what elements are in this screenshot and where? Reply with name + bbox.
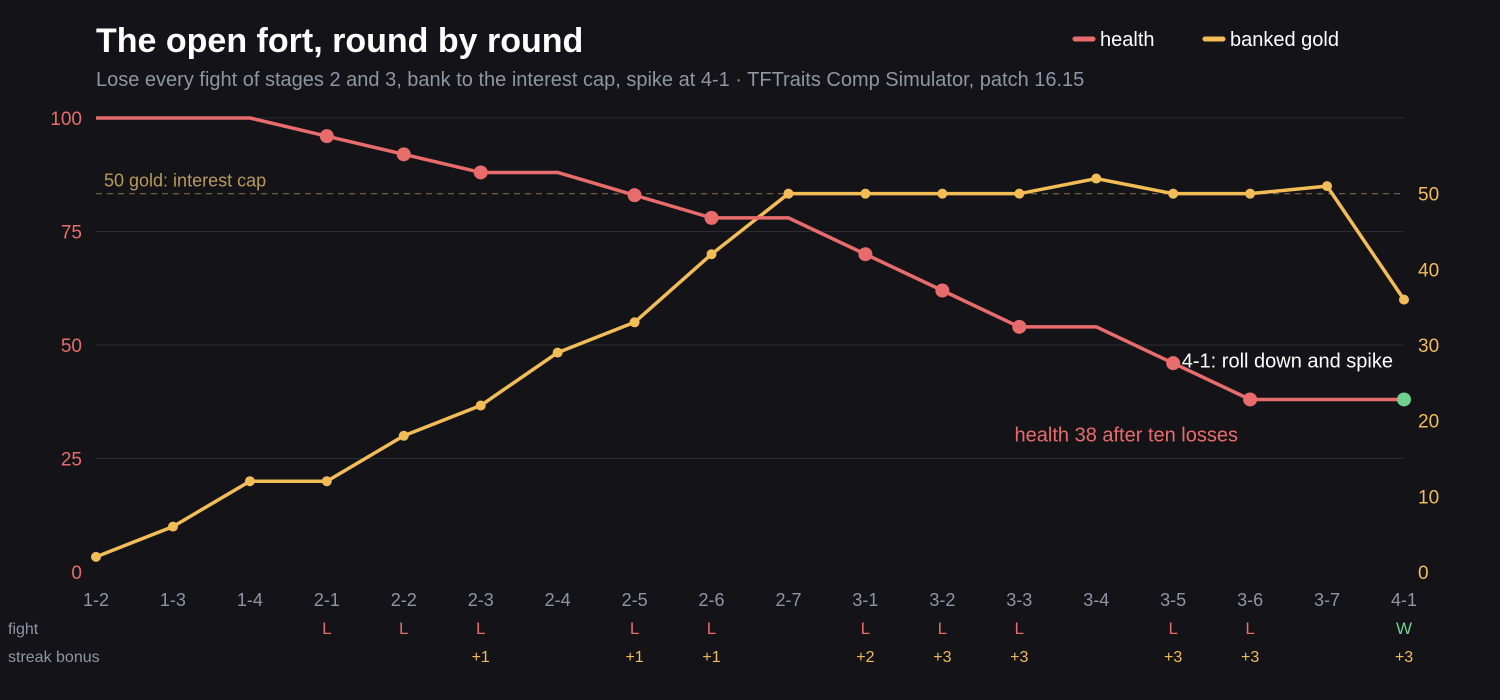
streak-bonus-value: +3: [1010, 649, 1028, 666]
streak-bonus-value: +3: [1395, 649, 1413, 666]
x-tick-label: 1-2: [83, 590, 109, 610]
y-axis-right: 0 10 20 30 40 50: [1418, 185, 1439, 584]
x-axis: 1-2 1-3 1-4 2-1 2-2 2-3 2-4 2-5 2-6 2-7 3-1 3-2 3-3 3…: [83, 590, 1417, 610]
fight-result: L: [1245, 619, 1254, 638]
series-line-health: [96, 116, 1404, 402]
y-axis-left: 0 25 50 75 100: [50, 109, 82, 584]
health-point: [627, 188, 642, 203]
gold-point: [398, 430, 409, 441]
y-right-tick-label: 30: [1418, 336, 1439, 357]
streak-bonus-value: +3: [1164, 649, 1182, 666]
gold-point: [937, 188, 948, 199]
x-tick-label: 3-7: [1314, 590, 1340, 610]
y-right-tick-label: 0: [1418, 563, 1429, 584]
x-tick-label: 1-3: [160, 590, 186, 610]
x-tick-label: 2-7: [775, 590, 801, 610]
streak-row-label: streak bonus: [8, 649, 100, 666]
streak-bonus-value: +1: [472, 649, 490, 666]
fight-result: L: [1168, 619, 1177, 638]
x-tick-label: 3-1: [852, 590, 878, 610]
fight-result: L: [476, 619, 485, 638]
y-right-tick-label: 50: [1418, 185, 1439, 206]
y-right-tick-label: 40: [1418, 260, 1439, 281]
x-tick-label: 2-1: [314, 590, 340, 610]
gold-point: [167, 521, 178, 532]
x-tick-label: 3-5: [1160, 590, 1186, 610]
health-point: [473, 165, 488, 180]
series-line-banked-gold: [95, 176, 1406, 559]
legend-label-gold: banked gold: [1230, 29, 1339, 51]
gold-point: [1014, 188, 1025, 199]
y-left-tick-label: 100: [50, 109, 82, 130]
health-point: [1166, 356, 1181, 371]
gridlines: [96, 117, 1404, 459]
chart-subtitle: Lose every fight of stages 2 and 3, bank…: [96, 69, 1084, 91]
x-tick-label: 4-1: [1391, 590, 1417, 610]
x-tick-label: 3-4: [1083, 590, 1109, 610]
x-tick-label: 2-2: [391, 590, 417, 610]
x-tick-label: 2-5: [622, 590, 648, 610]
streak-bonus-value: +1: [702, 649, 720, 666]
fight-result: L: [938, 619, 947, 638]
annotations: 4-1: roll down and spike health 38 after …: [1015, 351, 1393, 447]
annotation-health-38: health 38 after ten losses: [1015, 424, 1238, 446]
gold-point: [783, 188, 794, 199]
y-left-tick-label: 25: [61, 450, 82, 471]
fight-result: L: [707, 619, 716, 638]
gold-point: [860, 188, 871, 199]
series-lines: [91, 116, 1411, 562]
y-left-tick-label: 75: [61, 223, 82, 244]
health-point: [319, 129, 334, 144]
gold-point: [91, 551, 101, 562]
x-tick-label: 1-4: [237, 590, 263, 610]
legend: health banked gold: [1072, 29, 1339, 51]
streak-bonus-value: +1: [625, 649, 643, 666]
health-point: [935, 283, 950, 298]
gold-point: [629, 317, 640, 328]
x-tick-label: 2-6: [699, 590, 725, 610]
x-tick-label: 3-3: [1006, 590, 1032, 610]
y-left-tick-label: 50: [61, 336, 82, 357]
gold-point: [321, 476, 332, 487]
y-right-tick-label: 20: [1418, 412, 1439, 433]
fight-result: L: [1015, 619, 1024, 638]
gold-point: [1091, 173, 1102, 184]
annotation-roll-down: 4-1: roll down and spike: [1182, 351, 1393, 373]
fight-result: L: [322, 619, 331, 638]
y-left-tick-label: 0: [71, 563, 82, 584]
streak-bonus-value: +3: [933, 649, 951, 666]
gold-point: [475, 400, 486, 411]
x-tick-label: 3-2: [929, 590, 955, 610]
gold-point: [244, 476, 255, 487]
gold-point: [1168, 188, 1179, 199]
x-tick-label: 2-3: [468, 590, 494, 610]
chart-title: The open fort, round by round: [96, 22, 583, 60]
health-highlight-point: [1397, 392, 1411, 407]
fight-row-label: fight: [8, 621, 39, 638]
fight-result: L: [399, 619, 408, 638]
fight-result: L: [861, 619, 870, 638]
health-point: [1243, 392, 1258, 407]
fight-rows: L L L L L L L L L L W +1 +1 +1 +2 +3 +3 +3 +3 +3: [322, 619, 1413, 666]
gold-point: [1399, 294, 1409, 305]
gold-point: [1322, 181, 1333, 192]
health-point: [1012, 319, 1027, 334]
gold-point: [552, 347, 563, 358]
streak-bonus-value: +2: [856, 649, 874, 666]
y-right-tick-label: 10: [1418, 487, 1439, 508]
fight-result: L: [630, 619, 639, 638]
interest-cap-label: 50 gold: interest cap: [104, 171, 266, 191]
interest-cap-reference: 50 gold: interest cap: [96, 171, 1404, 195]
health-point: [396, 147, 411, 162]
legend-label-health: health: [1100, 29, 1155, 51]
gold-point: [1245, 188, 1256, 199]
streak-bonus-value: +3: [1241, 649, 1259, 666]
health-point: [858, 247, 873, 262]
fight-result: W: [1396, 619, 1412, 638]
health-point: [704, 210, 719, 225]
x-tick-label: 2-4: [545, 590, 571, 610]
gold-point: [706, 249, 717, 260]
x-tick-label: 3-6: [1237, 590, 1263, 610]
